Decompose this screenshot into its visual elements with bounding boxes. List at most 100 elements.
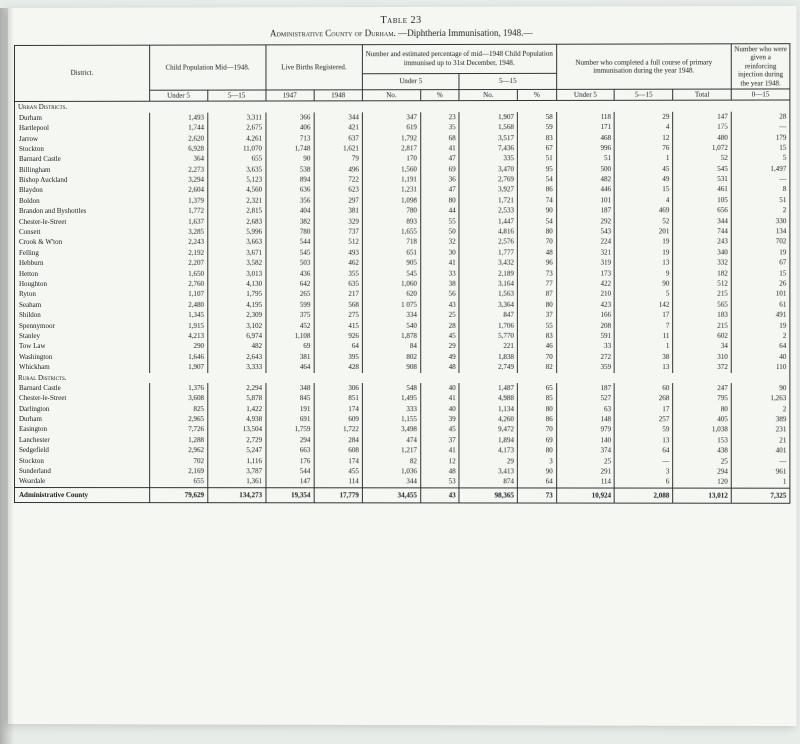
district-name: Barnard Castle: [15, 383, 150, 393]
data-cell: 79,629: [150, 487, 208, 502]
data-cell: 737: [314, 227, 362, 237]
data-cell: 51: [517, 153, 556, 163]
data-cell: 23: [420, 112, 459, 122]
data-cell: 15: [731, 143, 790, 154]
data-cell: 3,164: [459, 279, 517, 289]
district-name: Tow Law: [15, 341, 150, 351]
data-cell: 713: [266, 133, 314, 143]
data-cell: 60: [615, 383, 673, 393]
data-cell: 2,769: [459, 174, 517, 185]
data-cell: 292: [556, 216, 614, 226]
data-cell: 446: [556, 185, 614, 196]
data-cell: 1,098: [362, 195, 420, 205]
data-cell: 2,962: [150, 445, 208, 455]
sub-pct-u5: %: [420, 90, 459, 102]
subtitle-topic: —Diphtheria Immunisation, 1948.—: [398, 28, 532, 38]
data-cell: 11,070: [208, 143, 266, 153]
data-cell: 423: [556, 299, 614, 309]
data-cell: 4,260: [459, 414, 517, 424]
data-cell: 4,816: [459, 227, 517, 237]
data-cell: 33: [420, 268, 459, 278]
data-cell: 543: [556, 226, 614, 236]
data-cell: 41: [420, 143, 459, 153]
data-cell: 175: [673, 122, 731, 133]
data-cell: 3,364: [459, 300, 517, 310]
data-cell: 134,273: [208, 487, 266, 502]
data-cell: 40: [731, 352, 790, 362]
data-cell: 452: [266, 320, 314, 330]
data-cell: 1,108: [266, 331, 314, 341]
col-immunised-515: 5—15: [459, 73, 556, 90]
data-cell: 19: [615, 247, 673, 257]
total-row: Administrative County79,629134,27319,354…: [15, 487, 790, 503]
data-cell: 48: [420, 362, 459, 372]
data-cell: 493: [314, 248, 362, 258]
district-name: Billingham: [15, 164, 150, 175]
data-cell: 19: [615, 237, 673, 247]
data-cell: 36: [420, 174, 459, 184]
data-cell: 979: [556, 425, 614, 435]
data-cell: 114: [314, 477, 362, 488]
data-cell: 51: [556, 153, 614, 164]
data-cell: 257: [615, 414, 673, 424]
data-cell: 382: [266, 216, 314, 226]
data-cell: 655: [208, 154, 266, 164]
data-cell: 651: [362, 247, 420, 257]
district-name: Sedgefield: [15, 445, 150, 455]
data-cell: 208: [556, 320, 614, 330]
data-cell: 4,938: [208, 414, 266, 424]
sub-pct-515: %: [517, 89, 556, 101]
data-cell: 215: [673, 320, 731, 330]
data-cell: 6,974: [208, 331, 266, 341]
data-cell: 87: [517, 289, 556, 299]
data-cell: 6: [615, 477, 673, 488]
data-cell: 355: [314, 268, 362, 278]
data-cell: 1,288: [150, 435, 208, 445]
data-cell: 3,333: [208, 362, 266, 372]
data-cell: 1,231: [362, 185, 420, 195]
data-cell: 1,116: [208, 456, 266, 466]
data-cell: 12: [615, 132, 673, 143]
data-cell: 73: [517, 488, 556, 503]
data-cell: 565: [673, 299, 731, 309]
table-row: Durham2,9654,9386916091,155394,260861482…: [15, 414, 790, 425]
data-cell: 1,722: [314, 425, 362, 435]
data-cell: 334: [362, 310, 420, 320]
data-cell: 174: [314, 456, 362, 466]
data-cell: 90: [615, 279, 673, 289]
data-cell: 3,608: [150, 393, 208, 403]
table-row: Sedgefield2,9625,2476636081,217414,17380…: [15, 445, 790, 456]
data-cell: 461: [673, 185, 731, 196]
data-cell: 3: [517, 456, 556, 466]
data-cell: 38: [420, 279, 459, 289]
data-cell: 147: [266, 477, 314, 488]
data-cell: 609: [314, 414, 362, 424]
data-cell: 1,376: [150, 383, 208, 393]
data-cell: 47: [420, 154, 459, 164]
data-cell: 608: [314, 445, 362, 455]
data-cell: 364: [150, 154, 208, 164]
data-cell: 544: [266, 237, 314, 247]
data-cell: 4,173: [459, 445, 517, 455]
table-row: Stockton7021,116176174821229325—25—: [15, 456, 790, 467]
data-cell: 825: [150, 404, 208, 414]
data-cell: 344: [362, 477, 420, 488]
immunisation-table: District. Child Population Mid—1948. Liv…: [14, 43, 790, 504]
data-cell: 49: [615, 174, 673, 185]
data-cell: 5,123: [208, 175, 266, 185]
data-cell: 7,325: [731, 488, 790, 504]
table-row: Easington7,72613,5041,7591,7223,498459,4…: [15, 424, 790, 435]
data-cell: 330: [731, 216, 790, 227]
table-row: Felling2,1923,671545493651301,7774832119…: [15, 247, 790, 258]
data-cell: 231: [731, 425, 790, 435]
data-cell: 118: [556, 112, 614, 123]
data-cell: 335: [459, 154, 517, 165]
data-cell: 381: [266, 352, 314, 362]
data-cell: 69: [420, 164, 459, 174]
data-cell: 69: [266, 341, 314, 351]
table-row: Hetton1,6503,013436355545332,18973173918…: [15, 268, 790, 279]
table-subtitle: Administrative County of Durham. —Diphth…: [14, 27, 790, 39]
data-cell: 1,422: [208, 404, 266, 414]
district-name: Durham: [15, 112, 150, 123]
data-cell: 1,107: [150, 289, 208, 299]
